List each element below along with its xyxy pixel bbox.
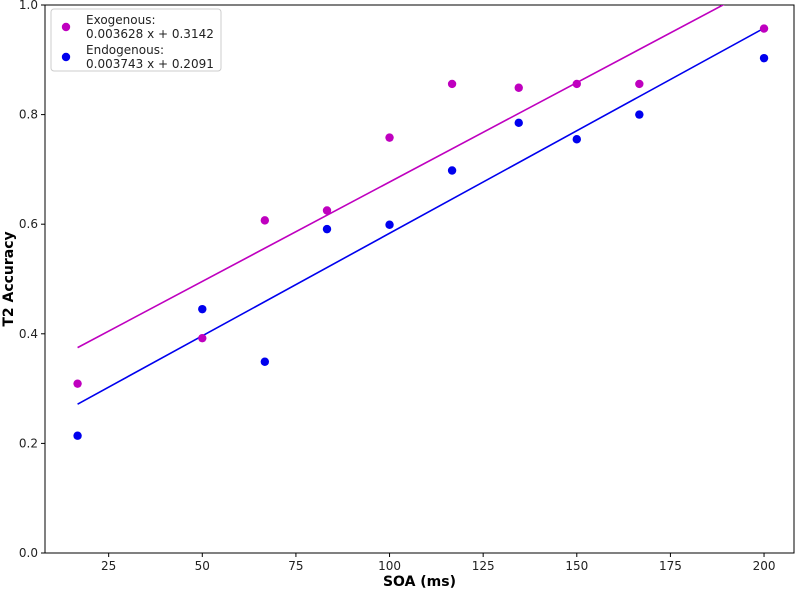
legend: Exogenous:0.003628 x + 0.3142 Endogenous:… <box>50 8 222 72</box>
data-point <box>447 166 457 175</box>
data-point <box>322 206 332 215</box>
x-axis: 25 50 75 100 125 150 175 200 <box>101 553 775 573</box>
data-point <box>198 333 207 343</box>
y-axis: 0.0 0.2 0.4 0.6 0.8 1.0 <box>19 0 45 560</box>
data-point <box>385 220 394 229</box>
x-tick-label: 125 <box>472 559 495 573</box>
data-point <box>759 53 769 63</box>
fit-line-1 <box>77 27 765 405</box>
y-tick-label: 0.0 <box>19 546 38 560</box>
data-point <box>447 79 457 89</box>
x-tick-label: 50 <box>195 559 210 573</box>
y-tick-label: 1.0 <box>19 0 38 12</box>
y-tick-label: 0.4 <box>19 327 38 341</box>
fit-line-0 <box>77 5 725 349</box>
data-point <box>572 135 581 144</box>
legend-series-formula: 0.003743 x + 0.2091 <box>86 57 214 71</box>
x-tick-label: 150 <box>565 559 588 573</box>
data-point <box>635 79 644 89</box>
legend-box <box>50 8 222 72</box>
x-tick-label: 175 <box>659 559 682 573</box>
data-point <box>260 216 270 225</box>
data-point <box>572 79 581 89</box>
data-point <box>385 133 394 142</box>
x-tick-label: 25 <box>101 559 116 573</box>
x-tick-label: 200 <box>753 559 776 573</box>
y-axis-title: T2 Accuracy <box>1 231 17 326</box>
data-point <box>73 379 82 388</box>
y-tick-label: 0.6 <box>19 217 38 231</box>
plot-area <box>44 4 795 554</box>
y-tick-label: 0.8 <box>19 108 38 122</box>
data-point <box>514 83 523 92</box>
legend-series-formula: 0.003628 x + 0.3142 <box>86 27 214 41</box>
legend-series-name: Exogenous: <box>86 13 156 27</box>
x-tick-label: 100 <box>378 559 401 573</box>
data-point <box>73 431 82 440</box>
data-points <box>73 24 769 440</box>
data-point <box>514 118 523 128</box>
data-point <box>198 304 207 314</box>
data-point <box>322 224 332 234</box>
data-point <box>759 24 769 33</box>
x-axis-title: SOA (ms) <box>383 574 456 590</box>
data-point <box>635 110 644 119</box>
fit-lines <box>77 5 765 405</box>
data-point <box>260 357 270 366</box>
legend-marker <box>61 22 71 32</box>
legend-marker <box>61 52 71 62</box>
y-tick-label: 0.2 <box>19 436 38 450</box>
legend-series-name: Endogenous: <box>86 43 164 57</box>
x-tick-label: 75 <box>288 559 303 573</box>
